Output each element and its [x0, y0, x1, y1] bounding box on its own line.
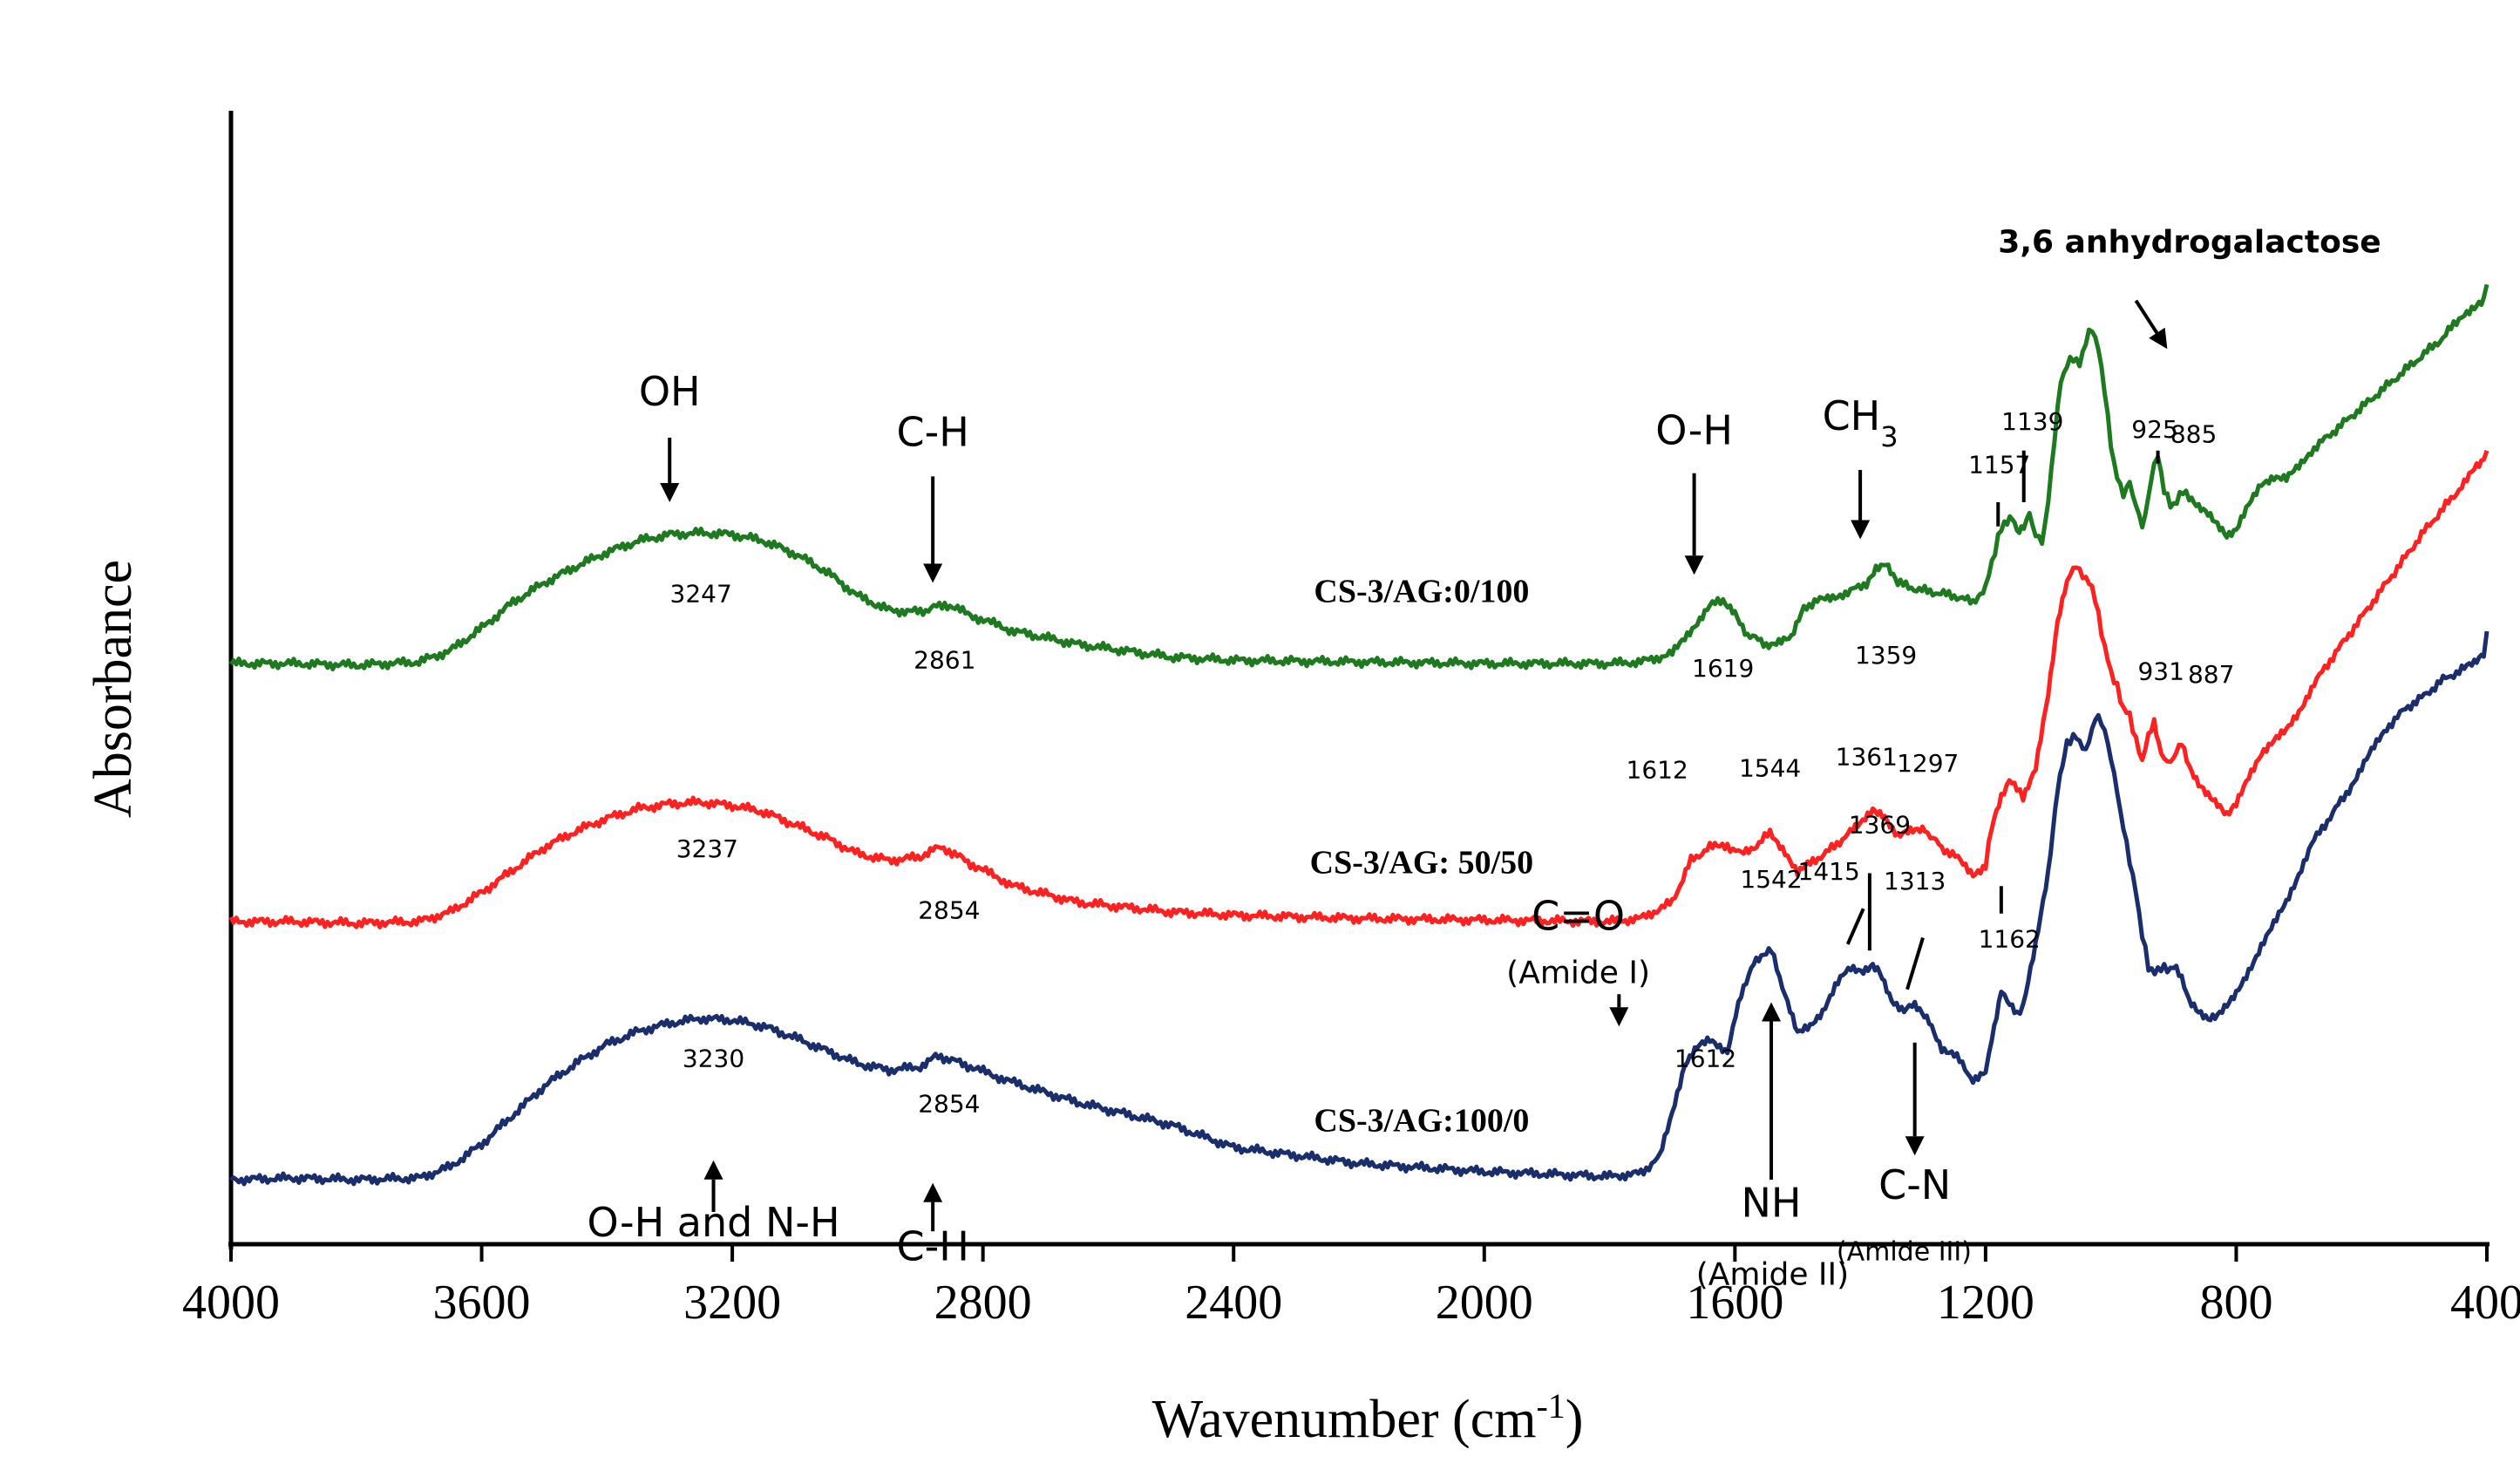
- group-label: OH: [639, 368, 701, 415]
- group-label: CH3: [1823, 392, 1898, 453]
- group-label: C-N: [1878, 1161, 1951, 1208]
- peak-label: 1369: [1849, 810, 1911, 839]
- peak-label: 2861: [914, 646, 975, 675]
- annotation-arrow: [923, 1182, 943, 1232]
- peak-label: 931: [2137, 657, 2184, 686]
- peak-label: 1619: [1692, 654, 1754, 683]
- annotation-arrow: [1905, 1042, 1925, 1156]
- x-tick-label: 4000: [182, 1276, 280, 1330]
- group-label: 3,6 anhydrogalactose: [1998, 224, 2381, 260]
- series-line: [229, 630, 2489, 1187]
- x-tick-label: 3200: [683, 1276, 781, 1330]
- annotation-arrow: [2134, 299, 2168, 350]
- series-line: [228, 283, 2489, 671]
- x-tick-label: 3600: [433, 1276, 531, 1330]
- x-tick-label: 1200: [1937, 1276, 2034, 1330]
- group-label: C-H: [896, 408, 968, 455]
- peak-label: 925: [2131, 415, 2177, 444]
- annotation-arrow: [923, 476, 943, 583]
- annotation-arrow: [660, 438, 680, 502]
- peak-marker-line: [1905, 936, 1925, 990]
- peak-label: 1359: [1855, 641, 1917, 670]
- x-tick-label: 800: [2199, 1276, 2272, 1330]
- peak-marker-line: [1845, 908, 1865, 945]
- x-tick-label: 2000: [1436, 1276, 1533, 1330]
- group-label: (Amide II): [1696, 1256, 1849, 1292]
- series-group: [228, 283, 2489, 1187]
- peak-label: 1612: [1627, 755, 1688, 784]
- peak-label: 1361: [1836, 743, 1898, 772]
- group-label: C=O: [1532, 892, 1625, 939]
- x-tick-label: 2800: [934, 1276, 1032, 1330]
- peak-label: 1544: [1739, 754, 1801, 783]
- x-tick-label: 2400: [1185, 1276, 1282, 1330]
- peak-label: 1297: [1897, 749, 1959, 778]
- group-label: NH: [1742, 1180, 1802, 1227]
- x-tick-label: 400: [2450, 1276, 2520, 1330]
- y-axis-title: Absorbance: [84, 560, 143, 818]
- x-tick-label: 1600: [1686, 1276, 1783, 1330]
- series-label: CS-3/AG:0/100: [1314, 574, 1529, 610]
- annotation-arrow: [1851, 470, 1871, 540]
- x-axis-title: Wavenumber (cm-1): [1152, 1386, 1584, 1450]
- series-label: CS-3/AG:100/0: [1314, 1103, 1529, 1140]
- peak-label: 885: [2170, 420, 2217, 449]
- group-label: (Amide III): [1837, 1237, 1972, 1268]
- peak-label: 1139: [2001, 407, 2063, 436]
- series-label: CS-3/AG: 50/50: [1310, 845, 1534, 881]
- peak-label: 1415: [1798, 857, 1860, 886]
- peak-label: 1612: [1674, 1045, 1736, 1073]
- axes-group: 4000 3600 3200 2800 2400 2000 1600 1200 800 400 Wa…: [84, 111, 2520, 1449]
- peak-label: 1313: [1884, 867, 1946, 895]
- group-label: (Amide I): [1506, 955, 1650, 990]
- annotation-arrow: [703, 1160, 723, 1212]
- peak-label: 1162: [1979, 925, 2041, 954]
- series-line: [228, 449, 2489, 929]
- annotation-arrow: [1609, 994, 1629, 1027]
- annotation-arrow: [1684, 473, 1704, 575]
- annotation-arrow: [1762, 1002, 1782, 1180]
- peak-label: 2854: [918, 1089, 980, 1118]
- peak-label: 2854: [918, 895, 980, 924]
- peak-label: 1542: [1740, 865, 1802, 894]
- peak-label: 887: [2188, 660, 2234, 689]
- peak-label: 3230: [683, 1045, 744, 1073]
- group-label: O-H: [1655, 406, 1733, 453]
- peak-label: 3247: [670, 580, 732, 609]
- peak-label: 3237: [676, 834, 738, 863]
- peak-label: 1157: [1968, 451, 2030, 480]
